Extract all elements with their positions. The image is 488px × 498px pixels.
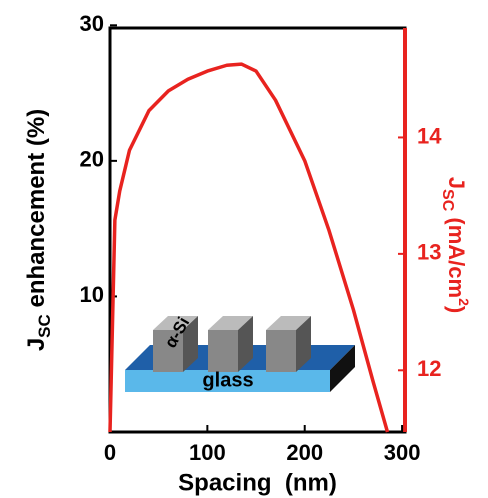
x-axis-label: Spacing (nm) — [178, 469, 337, 496]
y2-tick-label: 12 — [417, 356, 441, 381]
inset-diagram: α-Si glass — [125, 314, 355, 392]
label-part: J — [23, 338, 50, 351]
label-part: (mA/cm — [444, 211, 469, 298]
y-tick-label: 30 — [80, 11, 104, 36]
y-tick-label: 20 — [80, 147, 104, 172]
label-part: ) — [444, 306, 469, 313]
x-tick-label: 100 — [189, 440, 226, 465]
y2-tick-label: 14 — [417, 123, 442, 148]
label-sub: SC — [35, 314, 54, 338]
y-axis-label: JSC enhancement (%) — [23, 109, 54, 351]
label-part: J — [444, 177, 469, 189]
x-tick-label: 200 — [286, 440, 323, 465]
annotation: glass — [202, 369, 253, 391]
y2-axis-label: JSC (mA/cm2) — [439, 177, 473, 313]
label-part: enhancement (%) — [23, 109, 50, 314]
data-line — [108, 62, 390, 433]
y-tick-label: 10 — [80, 282, 104, 307]
x-tick-label: 0 — [104, 440, 116, 465]
label-sup: 2 — [456, 298, 472, 306]
y2-tick-label: 13 — [417, 240, 441, 265]
x-tick-label: 300 — [384, 440, 421, 465]
label-sub: SC — [439, 189, 456, 212]
